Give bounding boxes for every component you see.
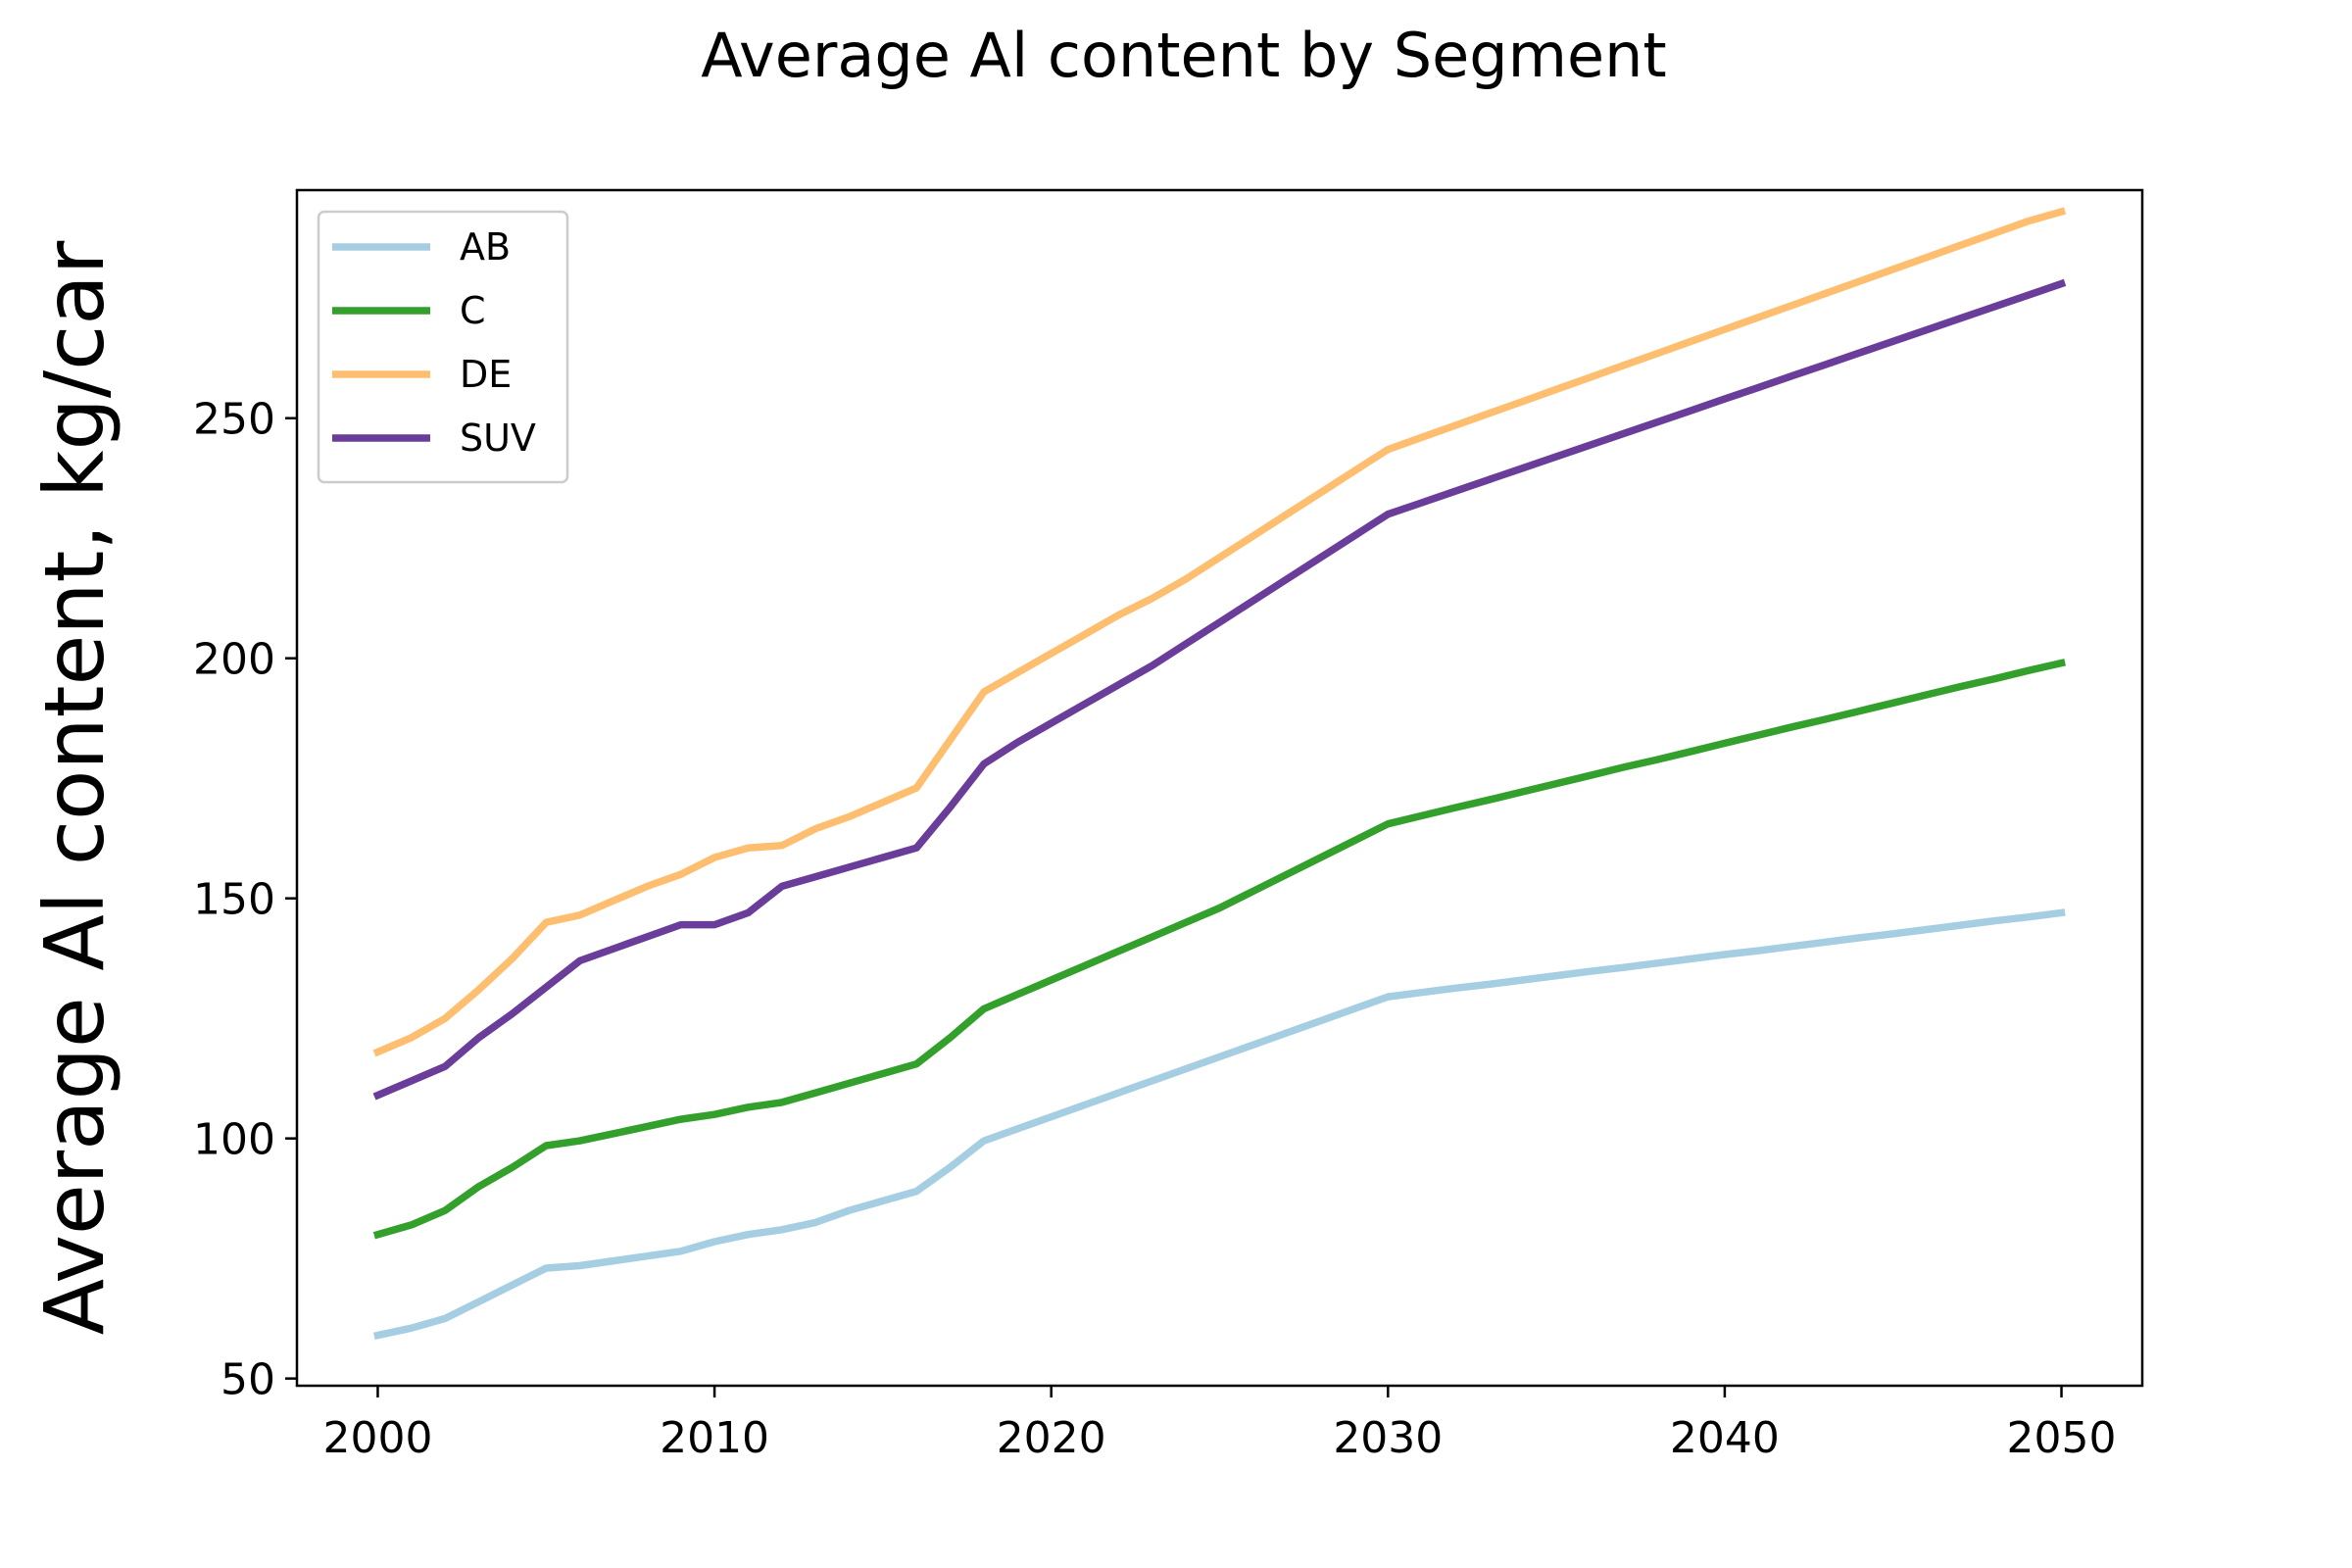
axes-frame: [295, 188, 2144, 1388]
x-tick-label-2020: 2020: [997, 1413, 1106, 1463]
y-tick-label-100: 100: [193, 1115, 275, 1165]
series-line-suv: [372, 278, 2067, 1101]
y-tick-label-50: 50: [220, 1355, 275, 1405]
x-tick-label-2040: 2040: [1670, 1413, 1780, 1463]
legend-label-ab: AB: [460, 225, 511, 269]
x-tick-label-2010: 2010: [660, 1413, 769, 1463]
legend-label-c: C: [460, 289, 486, 332]
series-line-c: [372, 659, 2066, 1240]
legend-label-de: DE: [460, 353, 512, 396]
plot-area: 2000 2010 2020 2030 2040 2050 50 100 150 200 250: [193, 188, 2144, 1463]
series-line-de: [372, 207, 2067, 1057]
y-tick-label-250: 250: [193, 395, 275, 445]
legend: AB C DE SUV: [317, 210, 569, 484]
y-tick-label-150: 150: [193, 875, 275, 925]
chart-title: Average Al content by Segment: [701, 20, 1667, 91]
x-tick-label-2000: 2000: [322, 1413, 432, 1463]
legend-label-suv: SUV: [460, 416, 536, 460]
x-tick-label-2030: 2030: [1333, 1413, 1443, 1463]
y-tick-label-200: 200: [193, 635, 275, 685]
legend-box: [317, 210, 569, 484]
y-axis-label: Average Al content, kg/car: [26, 240, 122, 1335]
x-tick-label-2050: 2050: [2007, 1413, 2117, 1463]
series-line-ab: [373, 908, 2066, 1341]
